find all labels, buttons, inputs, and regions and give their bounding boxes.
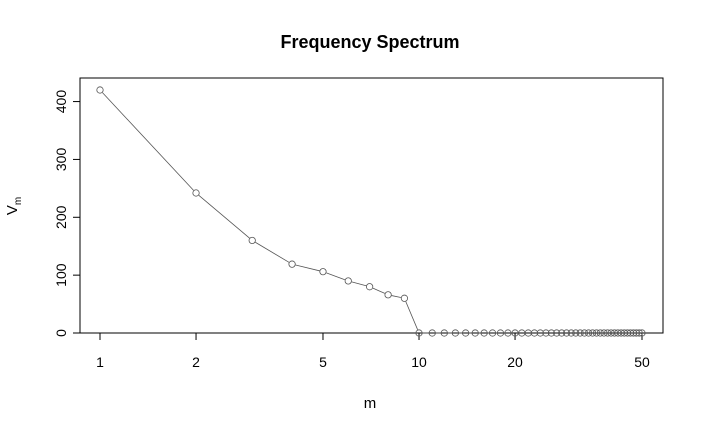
data-point: [400, 294, 409, 302]
y-tick-label: 300: [53, 148, 69, 172]
data-point: [600, 329, 608, 337]
data-point: [584, 329, 593, 337]
data-point: [553, 329, 561, 337]
data-point: [488, 329, 497, 337]
series-segment: [391, 295, 401, 298]
y-tick-label: 0: [53, 329, 69, 337]
data-point: [530, 329, 539, 337]
data-point: [558, 329, 566, 337]
y-tick-label: 100: [53, 263, 69, 287]
data-point: [192, 189, 200, 197]
data-point: [592, 329, 601, 337]
data-point: [288, 260, 296, 268]
data-point: [638, 329, 646, 337]
data-point: [96, 86, 104, 94]
data-point: [572, 329, 580, 337]
data-point: [496, 329, 505, 337]
series-segment: [295, 264, 320, 272]
data-point: [547, 329, 556, 337]
data-point: [542, 329, 550, 337]
data-point: [462, 329, 470, 337]
data-point: [480, 329, 488, 337]
data-point: [319, 268, 327, 276]
data-point: [632, 329, 640, 337]
x-tick-label: 5: [319, 354, 327, 370]
series-segment: [351, 281, 367, 287]
x-tick-label: 1: [96, 354, 104, 370]
x-tick-label: 50: [634, 354, 650, 370]
y-axis-label-main: V: [4, 205, 21, 215]
data-point: [384, 291, 392, 299]
data-point: [596, 329, 604, 337]
series-segment: [326, 272, 346, 281]
data-point: [626, 329, 635, 337]
data-point: [471, 329, 479, 337]
x-tick-label: 2: [192, 354, 200, 370]
data-point: [440, 329, 448, 337]
series-segment: [102, 92, 194, 191]
data-point: [576, 329, 584, 337]
x-axis: 1 2 5 10 20 50: [96, 332, 650, 370]
data-point: [629, 329, 638, 337]
y-tick-label: 400: [53, 90, 69, 114]
data-point: [580, 329, 589, 337]
data-point: [603, 329, 612, 337]
series-segment: [372, 287, 385, 294]
plot-frame: [79, 77, 664, 334]
y-axis-label: Vm: [4, 197, 24, 215]
x-tick-label: 20: [507, 354, 523, 370]
data-point: [562, 329, 571, 337]
data-point: [428, 329, 436, 337]
data-point: [588, 329, 597, 337]
data-point: [344, 277, 352, 285]
data-point: [567, 329, 575, 337]
y-axis-label-subscript: m: [13, 197, 24, 205]
data-point: [536, 329, 544, 337]
x-tick-label: 10: [411, 354, 427, 370]
data-point: [635, 329, 643, 337]
series-layer: [96, 86, 646, 337]
data-point: [366, 283, 374, 291]
series-segment: [405, 301, 418, 330]
data-point: [504, 329, 512, 337]
svg-text:Vm: Vm: [4, 197, 24, 215]
series-segment: [255, 241, 290, 263]
series-segment: [198, 195, 250, 239]
data-point: [248, 236, 256, 245]
data-point: [415, 329, 423, 337]
x-axis-label: m: [364, 395, 377, 412]
y-tick-label: 200: [53, 205, 69, 229]
data-point: [451, 329, 459, 337]
y-axis: 0 100 200 300 400: [53, 90, 81, 337]
chart-title: Frequency Spectrum: [280, 32, 459, 52]
